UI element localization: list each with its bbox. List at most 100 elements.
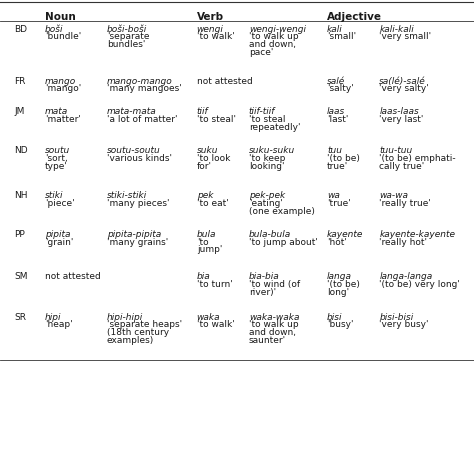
- Text: bisi-bisi: bisi-bisi: [379, 313, 413, 322]
- Text: tiif-tiif: tiif-tiif: [249, 107, 275, 116]
- Text: 'really true': 'really true': [379, 199, 431, 208]
- Text: 'hot': 'hot': [327, 238, 347, 247]
- Text: bisi: bisi: [327, 313, 343, 322]
- Text: waka: waka: [197, 313, 220, 322]
- Text: repeatedly': repeatedly': [249, 123, 301, 132]
- Text: long': long': [327, 288, 349, 297]
- Text: (one example): (one example): [249, 207, 315, 216]
- Text: soutu-soutu: soutu-soutu: [107, 146, 160, 155]
- Text: tiif: tiif: [197, 107, 209, 116]
- Text: 'to jump about': 'to jump about': [249, 238, 318, 247]
- Text: mango: mango: [45, 77, 76, 86]
- Text: mata-mata: mata-mata: [107, 107, 156, 116]
- Text: stiki-stiki: stiki-stiki: [107, 191, 147, 200]
- Text: pace': pace': [249, 48, 273, 57]
- Text: 'many grains': 'many grains': [107, 238, 168, 247]
- Text: 'last': 'last': [327, 115, 348, 124]
- Text: soutu: soutu: [45, 146, 70, 155]
- Text: bia-bia: bia-bia: [249, 272, 280, 281]
- Text: 'bundle': 'bundle': [45, 33, 81, 42]
- Text: jump': jump': [197, 245, 222, 254]
- Text: 'really hot': 'really hot': [379, 238, 427, 247]
- Text: 'to: 'to: [197, 238, 209, 247]
- Text: 'sort,: 'sort,: [45, 154, 68, 163]
- Text: type': type': [45, 162, 68, 171]
- Text: FR: FR: [14, 77, 26, 86]
- Text: looking': looking': [249, 162, 284, 171]
- Text: 'various kinds': 'various kinds': [107, 154, 172, 163]
- Text: '(to be) very long': '(to be) very long': [379, 280, 460, 289]
- Text: 'eating': 'eating': [249, 199, 283, 208]
- Text: bula-bula: bula-bula: [249, 230, 291, 239]
- Text: JM: JM: [14, 107, 25, 116]
- Text: mango-mango: mango-mango: [107, 77, 173, 86]
- Text: laas: laas: [327, 107, 346, 116]
- Text: river)': river)': [249, 288, 276, 297]
- Text: mata: mata: [45, 107, 68, 116]
- Text: ND: ND: [14, 146, 28, 155]
- Text: 'heap': 'heap': [45, 321, 73, 330]
- Text: langa-langa: langa-langa: [379, 272, 432, 281]
- Text: kali-kali: kali-kali: [379, 25, 414, 34]
- Text: (18th century: (18th century: [107, 328, 169, 337]
- Text: 'small': 'small': [327, 33, 356, 42]
- Text: tuu-tuu: tuu-tuu: [379, 146, 412, 155]
- Text: cally true': cally true': [379, 162, 424, 171]
- Text: 'to steal': 'to steal': [197, 115, 236, 124]
- Text: bia: bia: [197, 272, 210, 281]
- Text: '(to be): '(to be): [327, 280, 360, 289]
- Text: 'a lot of matter': 'a lot of matter': [107, 115, 177, 124]
- Text: 'very last': 'very last': [379, 115, 424, 124]
- Text: sa(lé)-salé: sa(lé)-salé: [379, 77, 426, 86]
- Text: kali: kali: [327, 25, 343, 34]
- Text: '(to be) emphati-: '(to be) emphati-: [379, 154, 456, 163]
- Text: 'very salty': 'very salty': [379, 84, 429, 94]
- Text: kayente: kayente: [327, 230, 364, 239]
- Text: 'to walk up: 'to walk up: [249, 321, 299, 330]
- Text: boši: boši: [45, 25, 64, 34]
- Text: true': true': [327, 162, 348, 171]
- Text: stiki: stiki: [45, 191, 64, 200]
- Text: 'salty': 'salty': [327, 84, 354, 94]
- Text: hipi-hipi: hipi-hipi: [107, 313, 143, 322]
- Text: pek-pek: pek-pek: [249, 191, 285, 200]
- Text: not attested: not attested: [197, 77, 253, 86]
- Text: for': for': [197, 162, 212, 171]
- Text: not attested: not attested: [45, 272, 101, 281]
- Text: 'to turn': 'to turn': [197, 280, 232, 289]
- Text: 'to walk': 'to walk': [197, 33, 235, 42]
- Text: 'very busy': 'very busy': [379, 321, 428, 330]
- Text: 'to look: 'to look: [197, 154, 230, 163]
- Text: 'matter': 'matter': [45, 115, 81, 124]
- Text: saunter': saunter': [249, 336, 286, 345]
- Text: examples): examples): [107, 336, 154, 345]
- Text: wengi: wengi: [197, 25, 224, 34]
- Text: tuu: tuu: [327, 146, 342, 155]
- Text: wa: wa: [327, 191, 340, 200]
- Text: Verb: Verb: [197, 12, 224, 22]
- Text: pipita-pipita: pipita-pipita: [107, 230, 161, 239]
- Text: 'to steal: 'to steal: [249, 115, 285, 124]
- Text: 'to walk': 'to walk': [197, 321, 235, 330]
- Text: 'many mangoes': 'many mangoes': [107, 84, 182, 94]
- Text: 'to keep: 'to keep: [249, 154, 285, 163]
- Text: bula: bula: [197, 230, 216, 239]
- Text: and down,: and down,: [249, 40, 296, 49]
- Text: 'piece': 'piece': [45, 199, 75, 208]
- Text: bundles': bundles': [107, 40, 145, 49]
- Text: 'to eat': 'to eat': [197, 199, 228, 208]
- Text: BD: BD: [14, 25, 27, 34]
- Text: NH: NH: [14, 191, 27, 200]
- Text: wengi-wengi: wengi-wengi: [249, 25, 306, 34]
- Text: SR: SR: [14, 313, 26, 322]
- Text: boši-boši: boši-boši: [107, 25, 147, 34]
- Text: laas-laas: laas-laas: [379, 107, 419, 116]
- Text: 'to wind (of: 'to wind (of: [249, 280, 300, 289]
- Text: Noun: Noun: [45, 12, 76, 22]
- Text: suku: suku: [197, 146, 218, 155]
- Text: kayente-kayente: kayente-kayente: [379, 230, 455, 239]
- Text: pipita: pipita: [45, 230, 71, 239]
- Text: suku-suku: suku-suku: [249, 146, 295, 155]
- Text: 'grain': 'grain': [45, 238, 73, 247]
- Text: 'mango': 'mango': [45, 84, 81, 94]
